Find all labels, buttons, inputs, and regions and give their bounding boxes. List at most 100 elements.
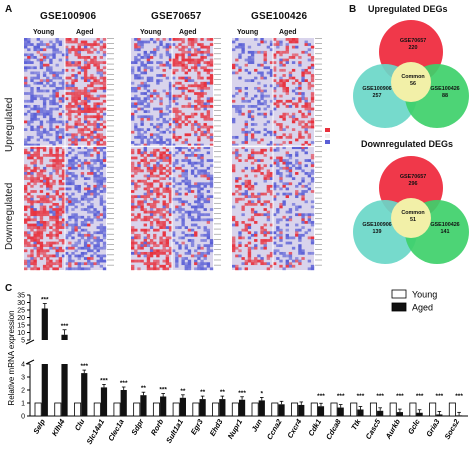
significance-label: *** [120,380,128,387]
venn-down-right-label: GSE100426 141 [430,222,460,235]
legend-label-young: Young [412,290,437,300]
dataset-title-1: GSE100906 [40,11,97,22]
venn-up-right-label: GSE100426 88 [430,86,460,99]
bar-young [113,402,121,417]
category-label: Klhl4 [50,418,67,438]
bar-aged [377,410,384,416]
significance-label: *** [317,393,325,400]
significance-label: *** [396,393,404,400]
bar-aged [238,399,246,416]
bar-young [93,402,101,417]
bar-young [448,402,456,417]
y-axis-label: Relative mRNA expression [7,310,16,405]
bar-aged [160,396,167,416]
bar-aged [337,407,344,416]
significance-label: *** [436,393,444,400]
bar-aged [357,409,364,416]
category-label: Clu [73,417,87,432]
y-tick-label: 35 [17,293,25,300]
bar-young [271,402,279,417]
category-label: Ehd3 [208,417,225,438]
legend-label-aged: Aged [412,303,433,313]
bar-young [310,402,318,417]
significance-label: *** [357,393,365,400]
venn-down-common-region [391,198,431,238]
venn-up-title: Upregulated DEGs [368,4,448,14]
venn-down-title: Downregulated DEGs [361,139,454,149]
significance-label: *** [159,387,167,394]
bar-young [389,402,397,417]
bar-aged [100,387,108,416]
significance-label: *** [80,363,88,370]
venn-up-left-label: GSE100906 257 [362,86,392,99]
bar-aged [396,412,403,416]
significance-label: *** [376,393,384,400]
axis-break-mark [25,359,35,365]
bar-aged [298,404,305,416]
bar-aged [416,412,423,416]
category-label: Cdk1 [306,418,323,438]
group-label-aged-3: Aged [279,29,297,36]
significance-label: ** [200,389,206,396]
bar-aged [199,399,206,416]
category-label: Egr3 [189,417,205,436]
category-label: Ttk [349,417,363,432]
category-label: Aurkb [383,417,402,441]
panel-a-letter: A [5,4,13,15]
bar-young [54,402,62,417]
venn-up [353,20,469,128]
bar-aged-upper [61,334,68,340]
significance-label: ** [180,388,186,395]
bar-young [212,402,220,417]
significance-label: *** [41,297,49,304]
bar-young [251,402,259,417]
venn-down [353,156,469,264]
bar-aged [120,390,127,416]
y-tick-label: 25 [17,308,25,315]
y-tick-label: 10 [17,330,25,337]
panel-b-letter: B [349,4,357,15]
bar-aged-upper [41,308,48,340]
category-label: Rorb [149,417,166,437]
heatmap-gse70657 [131,38,221,271]
category-label: Gria3 [424,417,442,439]
bar-young [409,402,417,417]
group-label-young-3: Young [237,29,259,36]
significance-label: *** [416,393,424,400]
venn-up-common-region [391,62,431,102]
significance-label: * [261,390,264,397]
dataset-title-3: GSE100426 [251,11,308,22]
y-tick-label: 30 [17,300,25,307]
significance-label: ** [141,385,147,392]
bar-aged [179,397,186,416]
bar-young [192,402,200,417]
venn-down-top-label: GSE70657 296 [399,174,427,187]
y-tick-label: 20 [17,315,25,322]
bar-young [330,402,338,417]
significance-label: *** [100,377,108,384]
category-label: Socs2 [443,417,462,441]
bar-young [369,402,377,417]
y-tick-label: 2 [21,388,25,395]
heatmap-gse100906 [24,38,114,271]
category-label: Gclc [406,418,422,436]
panel-c-letter: C [5,283,13,294]
category-label: Ccna2 [265,417,284,441]
bar-aged [81,373,88,416]
y-tick-label: 15 [17,323,25,330]
legend-swatch-young [391,289,407,299]
chart-legend: Young Aged [391,289,437,313]
bar-aged [219,399,226,416]
category-label: Cdca8 [324,417,343,441]
venn-up-top-label: GSE70657 220 [399,38,427,51]
y-tick-label: 0 [21,414,25,421]
category-label: Sdpr [129,417,146,437]
bar-young [231,402,239,417]
legend-swatch-aged [391,302,407,312]
venn-down-common-label: Common 51 [401,210,425,223]
significance-label: *** [455,393,463,400]
group-label-young-2: Young [140,29,162,36]
bar-young [152,402,160,417]
category-label: Slc14a1 [85,418,107,446]
venn-down-left-label: GSE100906 139 [362,222,392,235]
